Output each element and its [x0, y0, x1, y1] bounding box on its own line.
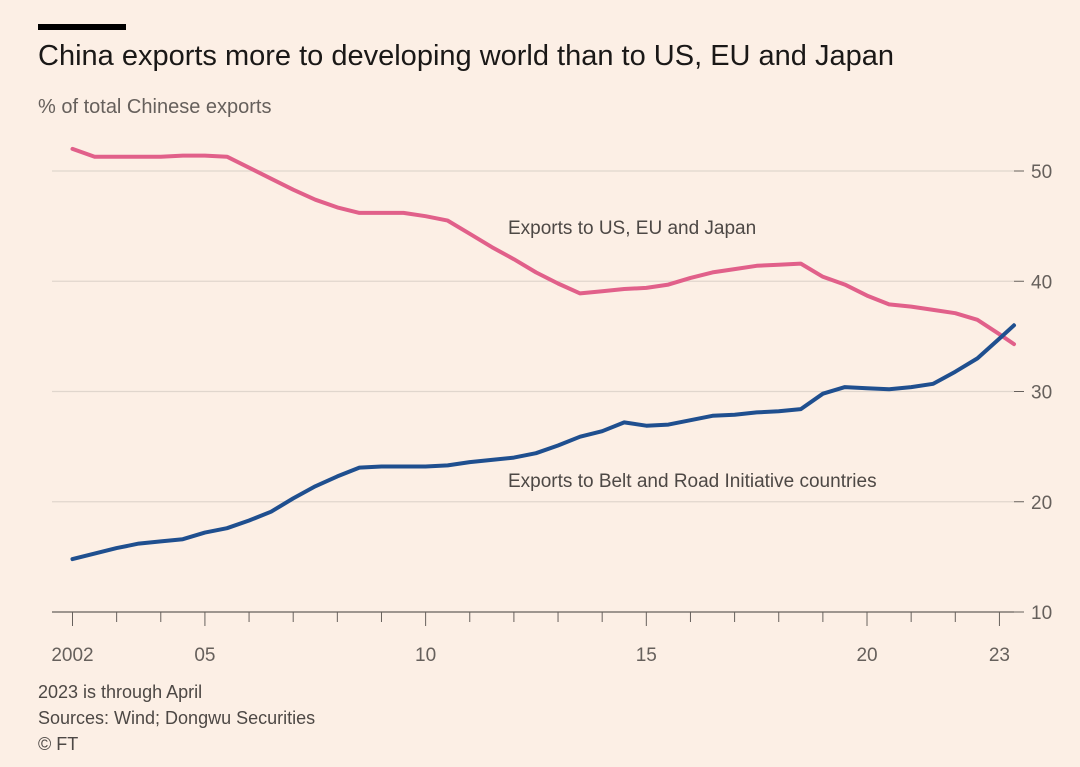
x-tick-label: 15: [636, 645, 657, 666]
annotation-belt-and-road: Exports to Belt and Road Initiative coun…: [508, 471, 877, 492]
x-tick-label: 2002: [51, 645, 93, 666]
series-lines: [70, 146, 1016, 562]
series-line-belt-and-road: [70, 323, 1016, 562]
chart-subtitle: % of total Chinese exports: [38, 96, 272, 118]
series-annotations: Exports to US, EU and Japan Exports to B…: [508, 218, 877, 492]
annotation-us-eu-japan: Exports to US, EU and Japan: [508, 218, 756, 239]
x-tick-label: 05: [194, 645, 215, 666]
x-tick-label: 10: [415, 645, 436, 666]
y-tick-label: 40: [1031, 272, 1052, 293]
x-tick-label: 23: [989, 645, 1010, 666]
copyright-note: © FT: [38, 734, 79, 754]
y-axis: 10 20 30 40 50: [1014, 162, 1052, 624]
x-tick-label: 20: [856, 645, 877, 666]
x-axis: 2002 05 10 15 20 23: [51, 612, 1010, 666]
y-tick-label: 50: [1031, 162, 1052, 183]
footnote: 2023 is through April: [38, 682, 203, 702]
y-tick-label: 10: [1031, 603, 1052, 624]
series-line-us-eu-japan: [70, 146, 1016, 347]
y-tick-label: 20: [1031, 493, 1052, 514]
y-tick-label: 30: [1031, 383, 1052, 404]
chart-title: China exports more to developing world t…: [38, 40, 894, 72]
ft-brand-rule: [38, 24, 126, 30]
sources-note: Sources: Wind; Dongwu Securities: [38, 708, 316, 728]
gridlines: [52, 170, 1014, 613]
